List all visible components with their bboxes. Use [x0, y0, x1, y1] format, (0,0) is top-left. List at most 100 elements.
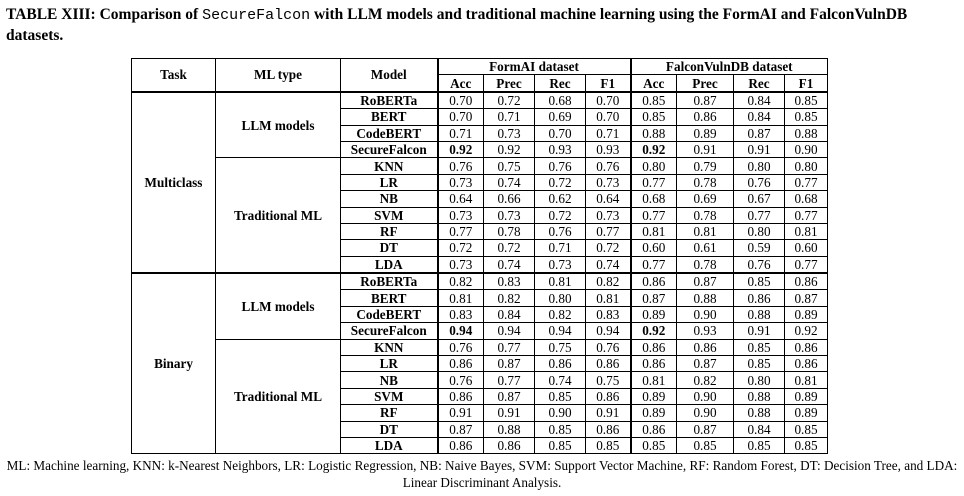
caption-model-name: SecureFalcon — [202, 7, 311, 24]
table-row: NB 0.76 0.77 0.74 0.75 0.81 0.82 0.80 0.81 — [132, 371, 828, 389]
task-cell: Binary — [131, 272, 216, 455]
falconvulndb-prec-cell: 0.90 — [676, 305, 734, 324]
formai-rec-cell: 0.85 — [534, 420, 586, 438]
formai-rec-cell: 0.85 — [534, 436, 586, 455]
falconvulndb-f1-cell: 0.68 — [784, 190, 828, 208]
formai-rec-cell: 0.82 — [534, 305, 586, 324]
falconvulndb-rec-cell: 0.80 — [733, 371, 785, 389]
falconvulndb-rec-cell: 0.84 — [733, 90, 785, 110]
falconvulndb-rec-cell: 0.85 — [733, 436, 785, 455]
formai-f1-cell: 0.93 — [585, 140, 631, 159]
falconvulndb-f1-cell: 0.85 — [784, 436, 828, 455]
model-cell: LDA — [340, 436, 438, 455]
header-task: Task — [131, 57, 216, 93]
model-cell: DT — [340, 239, 438, 257]
formai-acc-cell: 0.73 — [436, 206, 484, 224]
formai-prec-cell: 0.71 — [483, 108, 535, 126]
formai-acc-cell: 0.73 — [436, 255, 484, 274]
formai-f1-cell: 0.71 — [585, 124, 631, 142]
falconvulndb-acc-cell: 0.77 — [629, 173, 677, 192]
header-metric-rec: Rec — [534, 74, 586, 93]
falconvulndb-acc-cell: 0.86 — [629, 420, 677, 438]
formai-rec-cell: 0.62 — [534, 190, 586, 208]
falconvulndb-f1-cell: 0.77 — [784, 173, 828, 192]
header-dataset-formai: FormAI dataset — [436, 57, 631, 76]
falconvulndb-prec-cell: 0.81 — [676, 222, 734, 241]
table-row: Multiclass LLM models RoBERTa 0.70 0.72 0.68 0… — [131, 90, 828, 274]
header-metric-rec: Rec — [733, 74, 785, 93]
falconvulndb-rec-cell: 0.80 — [733, 222, 785, 241]
formai-f1-cell: 0.74 — [585, 255, 631, 274]
falconvulndb-acc-cell: 0.86 — [629, 355, 677, 373]
model-cell: SVM — [340, 387, 438, 406]
falconvulndb-rec-cell: 0.84 — [733, 420, 785, 438]
falconvulndb-prec-cell: 0.78 — [676, 255, 734, 274]
falconvulndb-acc-cell: 0.87 — [629, 289, 677, 307]
model-cell: LR — [340, 355, 438, 373]
falconvulndb-prec-cell: 0.93 — [676, 322, 734, 340]
table-body: Multiclass LLM models RoBERTa 0.70 0.72 0.68 0… — [131, 90, 828, 455]
falconvulndb-f1-cell: 0.90 — [784, 140, 828, 159]
formai-prec-cell: 0.83 — [483, 272, 535, 291]
falconvulndb-rec-cell: 0.86 — [733, 289, 785, 307]
formai-f1-cell: 0.85 — [585, 436, 631, 455]
model-cell: NB — [340, 371, 438, 389]
falconvulndb-f1-cell: 0.85 — [784, 108, 828, 126]
formai-rec-cell: 0.72 — [534, 206, 586, 224]
formai-acc-cell: 0.86 — [436, 436, 484, 455]
formai-prec-cell: 0.75 — [483, 157, 535, 175]
formai-acc-cell: 0.87 — [436, 420, 484, 438]
formai-acc-cell: 0.86 — [436, 387, 484, 406]
header-ml-type: ML type — [215, 57, 341, 93]
formai-f1-cell: 0.94 — [585, 322, 631, 340]
falconvulndb-prec-cell: 0.89 — [676, 124, 734, 142]
table-row: Traditional ML KNN 0.76 0.75 0.76 0.76 0.80 0.7… — [132, 157, 828, 274]
formai-f1-cell: 0.70 — [585, 90, 631, 110]
formai-acc-cell: 0.82 — [436, 272, 484, 291]
table-row: Traditional ML KNN 0.76 0.77 0.75 0.76 0.86 0.8… — [132, 338, 828, 455]
formai-f1-cell: 0.86 — [585, 387, 631, 406]
falconvulndb-acc-cell: 0.88 — [629, 124, 677, 142]
header-dataset-falconvulndb: FalconVulnDB dataset — [629, 57, 828, 76]
falconvulndb-f1-cell: 0.86 — [784, 355, 828, 373]
formai-acc-cell: 0.76 — [436, 157, 484, 175]
formai-f1-cell: 0.72 — [585, 239, 631, 257]
task-cell: Multiclass — [131, 90, 216, 274]
falconvulndb-rec-cell: 0.85 — [733, 355, 785, 373]
falconvulndb-f1-cell: 0.86 — [784, 338, 828, 357]
model-cell: LDA — [340, 255, 438, 274]
table-row: LR 0.73 0.74 0.72 0.73 0.77 0.78 0.76 0.77 — [132, 173, 828, 192]
falconvulndb-acc-cell: 0.86 — [629, 338, 677, 357]
falconvulndb-prec-cell: 0.78 — [676, 206, 734, 224]
falconvulndb-prec-cell: 0.87 — [676, 272, 734, 291]
header-metric-prec: Prec — [676, 74, 734, 93]
falconvulndb-prec-cell: 0.86 — [676, 338, 734, 357]
formai-rec-cell: 0.75 — [534, 338, 586, 357]
formai-f1-cell: 0.83 — [585, 305, 631, 324]
caption-prefix: TABLE XIII: Comparison of — [6, 6, 203, 23]
falconvulndb-f1-cell: 0.87 — [784, 289, 828, 307]
formai-prec-cell: 0.72 — [483, 239, 535, 257]
ml-type-cell: LLM models — [215, 90, 341, 159]
formai-f1-cell: 0.64 — [585, 190, 631, 208]
falconvulndb-rec-cell: 0.59 — [733, 239, 785, 257]
table-row: SVM 0.86 0.87 0.85 0.86 0.89 0.90 0.88 0.89 — [132, 387, 828, 406]
table-caption: TABLE XIII: Comparison of SecureFalcon w… — [6, 5, 956, 46]
formai-prec-cell: 0.92 — [483, 140, 535, 159]
falconvulndb-prec-cell: 0.79 — [676, 157, 734, 175]
formai-acc-cell: 0.70 — [436, 108, 484, 126]
falconvulndb-prec-cell: 0.85 — [676, 436, 734, 455]
formai-prec-cell: 0.91 — [483, 404, 535, 422]
falconvulndb-f1-cell: 0.85 — [784, 90, 828, 110]
model-cell: KNN — [340, 157, 438, 175]
falconvulndb-acc-cell: 0.81 — [629, 371, 677, 389]
formai-rec-cell: 0.94 — [534, 322, 586, 340]
formai-acc-cell: 0.76 — [436, 338, 484, 357]
model-cell: SecureFalcon — [340, 140, 438, 159]
falconvulndb-prec-cell: 0.86 — [676, 108, 734, 126]
model-cell: BERT — [340, 108, 438, 126]
formai-prec-cell: 0.74 — [483, 173, 535, 192]
formai-prec-cell: 0.94 — [483, 322, 535, 340]
formai-f1-cell: 0.81 — [585, 289, 631, 307]
table-row: LDA 0.86 0.86 0.85 0.85 0.85 0.85 0.85 0.85 — [132, 436, 828, 455]
